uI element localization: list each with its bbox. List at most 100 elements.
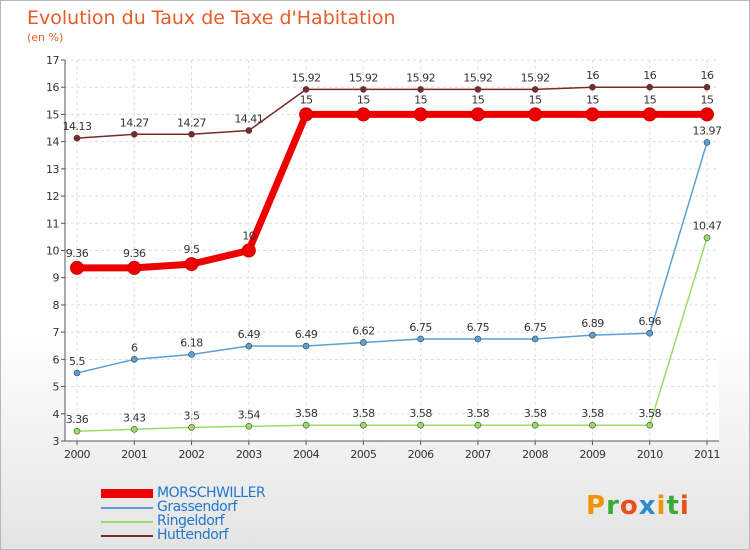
data-point-huttendorf xyxy=(130,130,138,138)
data-point-morschwiller xyxy=(70,260,84,275)
data-label-morschwiller: 9.36 xyxy=(123,247,146,260)
data-label-morschwiller: 15 xyxy=(414,93,427,106)
y-tick-label: 3 xyxy=(53,435,60,448)
data-point-huttendorf xyxy=(302,86,310,93)
series-line-ringeldorf xyxy=(76,237,708,432)
data-point-morschwiller xyxy=(470,107,485,122)
x-tick-label: 2008 xyxy=(522,448,548,461)
data-point-morschwiller xyxy=(642,107,657,122)
data-label-morschwiller: 9.5 xyxy=(184,243,200,256)
data-label-ringeldorf: 3.5 xyxy=(184,409,200,422)
y-tick-label: 14 xyxy=(46,136,59,149)
data-label-morschwiller: 9.36 xyxy=(66,247,89,260)
legend-swatch xyxy=(101,521,153,523)
data-label-grassendorf: 6 xyxy=(131,341,138,354)
data-point-huttendorf xyxy=(646,83,654,91)
data-label-huttendorf: 15.92 xyxy=(292,71,321,84)
data-point-ringeldorf xyxy=(245,423,253,430)
data-point-huttendorf xyxy=(188,130,195,138)
data-point-morschwiller xyxy=(299,107,314,122)
data-label-huttendorf: 15.92 xyxy=(406,71,435,84)
data-label-ringeldorf: 3.36 xyxy=(66,413,89,426)
data-label-morschwiller: 15 xyxy=(471,93,484,106)
data-label-huttendorf: 15.92 xyxy=(349,71,378,84)
axes: 3 4 5 6 7 8 9 10 11 12 13 14 15 16 17 2000 2001 2002 2003 2… xyxy=(46,54,721,461)
data-point-grassendorf xyxy=(474,335,482,343)
logo-letter: r xyxy=(606,491,620,521)
data-label-grassendorf: 6.89 xyxy=(581,317,604,330)
x-tick-label: 2011 xyxy=(694,448,720,461)
data-label-ringeldorf: 3.58 xyxy=(581,407,604,420)
data-point-grassendorf xyxy=(188,351,195,358)
data-point-morschwiller xyxy=(241,243,256,258)
data-label-ringeldorf: 3.58 xyxy=(524,407,547,420)
data-label-huttendorf: 16 xyxy=(701,69,714,82)
y-tick-label: 11 xyxy=(46,217,59,230)
data-point-huttendorf xyxy=(417,86,424,93)
series-line-grassendorf xyxy=(76,142,708,374)
data-label-morschwiller: 15 xyxy=(357,93,370,106)
data-point-huttendorf xyxy=(589,83,596,91)
data-point-ringeldorf xyxy=(474,421,482,429)
chart-title: Evolution du Taux de Taxe d'Habitation xyxy=(27,7,396,29)
data-label-ringeldorf: 3.58 xyxy=(352,407,375,420)
x-tick-label: 2007 xyxy=(465,448,491,461)
data-point-ringeldorf xyxy=(531,421,539,429)
data-label-grassendorf: 13.97 xyxy=(693,124,722,137)
data-point-huttendorf xyxy=(474,86,482,93)
data-point-ringeldorf xyxy=(130,425,138,433)
y-tick-label: 16 xyxy=(46,81,59,94)
data-label-huttendorf: 16 xyxy=(643,69,656,82)
data-label-grassendorf: 6.75 xyxy=(524,321,547,334)
data-label-morschwiller: 15 xyxy=(529,93,542,106)
data-point-grassendorf xyxy=(417,335,424,343)
data-point-ringeldorf xyxy=(360,421,367,429)
y-tick-label: 15 xyxy=(46,108,59,121)
legend-swatch xyxy=(101,535,153,537)
data-label-grassendorf: 6.49 xyxy=(238,328,261,341)
data-label-morschwiller: 10 xyxy=(242,230,255,243)
data-point-grassendorf xyxy=(302,342,310,350)
data-label-grassendorf: 6.75 xyxy=(409,321,432,334)
legend-label: MORSCHWILLER xyxy=(157,485,266,501)
y-tick-label: 10 xyxy=(46,245,59,258)
data-point-morschwiller xyxy=(413,107,428,122)
data-point-ringeldorf xyxy=(302,421,310,429)
logo-letter: P xyxy=(586,491,607,521)
x-tick-label: 2002 xyxy=(179,448,205,461)
y-tick-label: 8 xyxy=(53,299,60,312)
x-tick-label: 2005 xyxy=(350,448,376,461)
data-label-morschwiller: 15 xyxy=(300,93,313,106)
data-label-huttendorf: 15.92 xyxy=(463,71,492,84)
data-point-ringeldorf xyxy=(589,421,596,429)
proxiti-logo: Proxiti xyxy=(586,491,690,521)
data-label-huttendorf: 16 xyxy=(586,69,599,82)
logo-letter: o xyxy=(619,491,639,521)
data-point-ringeldorf xyxy=(703,234,711,242)
y-tick-label: 6 xyxy=(53,353,60,366)
grid xyxy=(65,59,719,442)
data-label-huttendorf: 14.13 xyxy=(63,120,92,133)
x-tick-label: 2009 xyxy=(579,448,605,461)
legend-swatch xyxy=(101,507,153,509)
data-point-huttendorf xyxy=(73,134,81,142)
data-label-morschwiller: 15 xyxy=(643,93,656,106)
y-tick-label: 9 xyxy=(53,272,60,285)
data-label-ringeldorf: 3.54 xyxy=(238,408,261,421)
data-point-morschwiller xyxy=(184,257,199,272)
data-label-huttendorf: 14.27 xyxy=(120,116,149,129)
data-point-grassendorf xyxy=(703,139,711,146)
x-tick-label: 2000 xyxy=(64,448,90,461)
x-tick-label: 2006 xyxy=(408,448,434,461)
x-tick-label: 2001 xyxy=(121,448,147,461)
data-labels: 14.13 14.27 14.27 14.41 15.92 15.92 15.92 15.92… xyxy=(63,69,723,426)
data-point-grassendorf xyxy=(245,342,253,350)
data-label-grassendorf: 5.5 xyxy=(69,355,85,368)
y-tick-label: 12 xyxy=(46,190,59,203)
legend-swatch xyxy=(101,489,153,498)
data-point-grassendorf xyxy=(360,339,367,346)
data-label-morschwiller: 15 xyxy=(701,93,714,106)
data-label-ringeldorf: 3.58 xyxy=(409,407,432,420)
data-point-grassendorf xyxy=(531,335,539,343)
data-label-huttendorf: 14.27 xyxy=(177,116,206,129)
